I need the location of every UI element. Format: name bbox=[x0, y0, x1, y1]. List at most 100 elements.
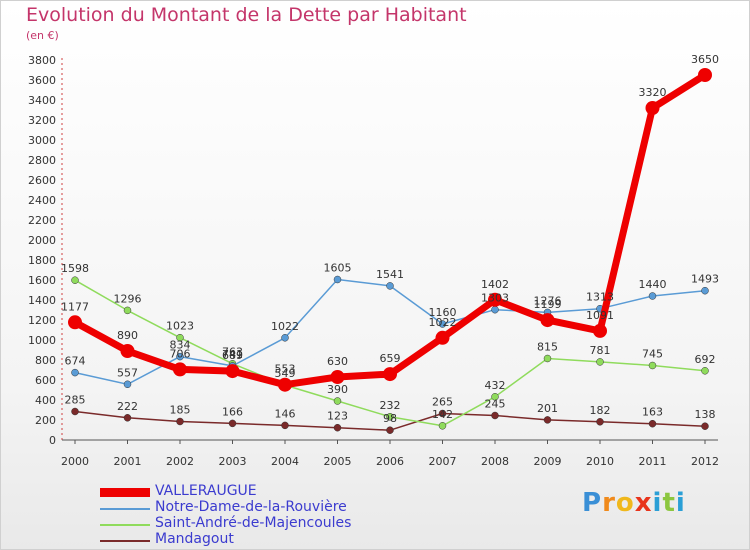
data-label: 1303 bbox=[481, 292, 509, 305]
data-label: 557 bbox=[117, 366, 138, 379]
data-point bbox=[173, 362, 187, 377]
data-point bbox=[645, 101, 660, 115]
data-label: 674 bbox=[65, 355, 86, 368]
data-point bbox=[596, 418, 604, 426]
data-label: 245 bbox=[485, 398, 506, 411]
data-label: 3320 bbox=[639, 86, 667, 99]
logo-letter: P bbox=[582, 488, 603, 518]
data-label: 163 bbox=[642, 406, 663, 419]
data-point bbox=[333, 275, 342, 284]
x-tick-label: 2006 bbox=[376, 455, 404, 468]
data-point bbox=[701, 286, 709, 295]
chart-svg: 0 200 400 600 800 1000 1200 1400 1600 1800 2000 220… bbox=[28, 53, 719, 468]
y-tick-label: 600 bbox=[35, 374, 56, 387]
legend-swatch bbox=[100, 540, 150, 542]
y-tick-label: 800 bbox=[35, 354, 56, 367]
data-point bbox=[281, 421, 289, 430]
logo-letter: x bbox=[634, 488, 653, 518]
x-tick-label: 2003 bbox=[219, 455, 247, 468]
data-label: 265 bbox=[432, 396, 453, 409]
data-label: 745 bbox=[642, 348, 663, 361]
legend-swatch bbox=[100, 524, 150, 526]
data-point bbox=[435, 330, 450, 345]
data-point bbox=[543, 354, 552, 363]
x-tick-label: 2010 bbox=[586, 455, 614, 468]
data-point bbox=[281, 334, 289, 342]
logo-letter: o bbox=[615, 488, 635, 518]
data-label: 3650 bbox=[691, 53, 719, 66]
data-label: 123 bbox=[327, 410, 348, 423]
data-label: 1598 bbox=[61, 262, 89, 275]
data-label: 630 bbox=[327, 355, 348, 368]
x-tick-label: 2009 bbox=[534, 455, 562, 468]
y-tick-label: 200 bbox=[35, 414, 56, 427]
legend-swatch bbox=[100, 488, 150, 497]
data-label: 741 bbox=[222, 348, 243, 361]
data-label: 1276 bbox=[534, 294, 562, 307]
data-point bbox=[176, 352, 184, 361]
data-point bbox=[386, 426, 394, 434]
data-label: 1160 bbox=[429, 306, 457, 319]
data-label: 763 bbox=[222, 346, 243, 359]
y-tick-label: 1800 bbox=[28, 254, 56, 267]
y-tick-label: 2000 bbox=[28, 234, 56, 247]
data-point bbox=[701, 422, 709, 430]
data-point bbox=[386, 282, 394, 290]
data-label: 1605 bbox=[324, 262, 352, 275]
data-label: 553 bbox=[275, 363, 296, 376]
legend-swatch bbox=[100, 508, 150, 510]
data-label: 1296 bbox=[114, 292, 142, 305]
y-tick-label: 1000 bbox=[28, 334, 56, 347]
data-label: 1493 bbox=[691, 273, 719, 286]
data-point bbox=[120, 344, 135, 358]
data-point bbox=[176, 417, 184, 426]
data-label: 1091 bbox=[586, 309, 614, 322]
legend-label: Notre-Dame-de-la-Rouvière bbox=[155, 499, 347, 515]
data-label: 692 bbox=[695, 353, 716, 366]
data-label: 232 bbox=[380, 399, 401, 412]
data-label: 890 bbox=[117, 329, 138, 342]
logo-letter: i bbox=[652, 488, 663, 518]
y-tick-label: 1400 bbox=[28, 294, 56, 307]
data-label: 834 bbox=[170, 339, 191, 352]
x-tick-label: 2008 bbox=[481, 455, 509, 468]
data-point bbox=[648, 419, 657, 428]
data-point bbox=[71, 276, 79, 284]
x-tick-label: 2012 bbox=[691, 455, 719, 468]
x-tick-label: 2005 bbox=[324, 455, 352, 468]
data-point bbox=[228, 419, 237, 428]
logo-letter: i bbox=[675, 488, 686, 518]
data-label: 1023 bbox=[166, 320, 194, 333]
y-tick-label: 3000 bbox=[28, 134, 56, 147]
data-point bbox=[123, 414, 132, 422]
legend-label: Mandagout bbox=[155, 531, 234, 547]
y-tick-label: 3800 bbox=[28, 54, 56, 67]
logo-letter: t bbox=[662, 488, 676, 518]
data-label: 1177 bbox=[61, 300, 89, 313]
data-label: 432 bbox=[485, 379, 506, 392]
series-lines bbox=[68, 68, 712, 434]
data-point bbox=[176, 333, 184, 342]
x-tick-label: 2002 bbox=[166, 455, 194, 468]
data-point bbox=[438, 320, 447, 328]
data-label: 1313 bbox=[586, 291, 614, 304]
data-point bbox=[71, 368, 79, 377]
legend-label: Saint-André-de-Majencoules bbox=[155, 515, 352, 531]
data-point bbox=[698, 68, 712, 82]
data-label: 1541 bbox=[376, 268, 404, 281]
x-tick-label: 2007 bbox=[429, 455, 457, 468]
x-tick-label: 2000 bbox=[61, 455, 89, 468]
x-tick-label: 2011 bbox=[639, 455, 667, 468]
data-point bbox=[225, 364, 240, 379]
data-point bbox=[123, 306, 132, 315]
data-point bbox=[491, 305, 499, 314]
y-tick-label: 2400 bbox=[28, 194, 56, 207]
data-point bbox=[123, 380, 132, 389]
proxiti-logo: Proxiti bbox=[582, 488, 686, 518]
x-tick-label: 2004 bbox=[271, 455, 299, 468]
data-point bbox=[68, 315, 82, 330]
data-label: 146 bbox=[275, 407, 296, 420]
data-label: 1440 bbox=[639, 278, 667, 291]
data-label: 138 bbox=[695, 408, 716, 421]
data-label: 1022 bbox=[429, 316, 457, 329]
